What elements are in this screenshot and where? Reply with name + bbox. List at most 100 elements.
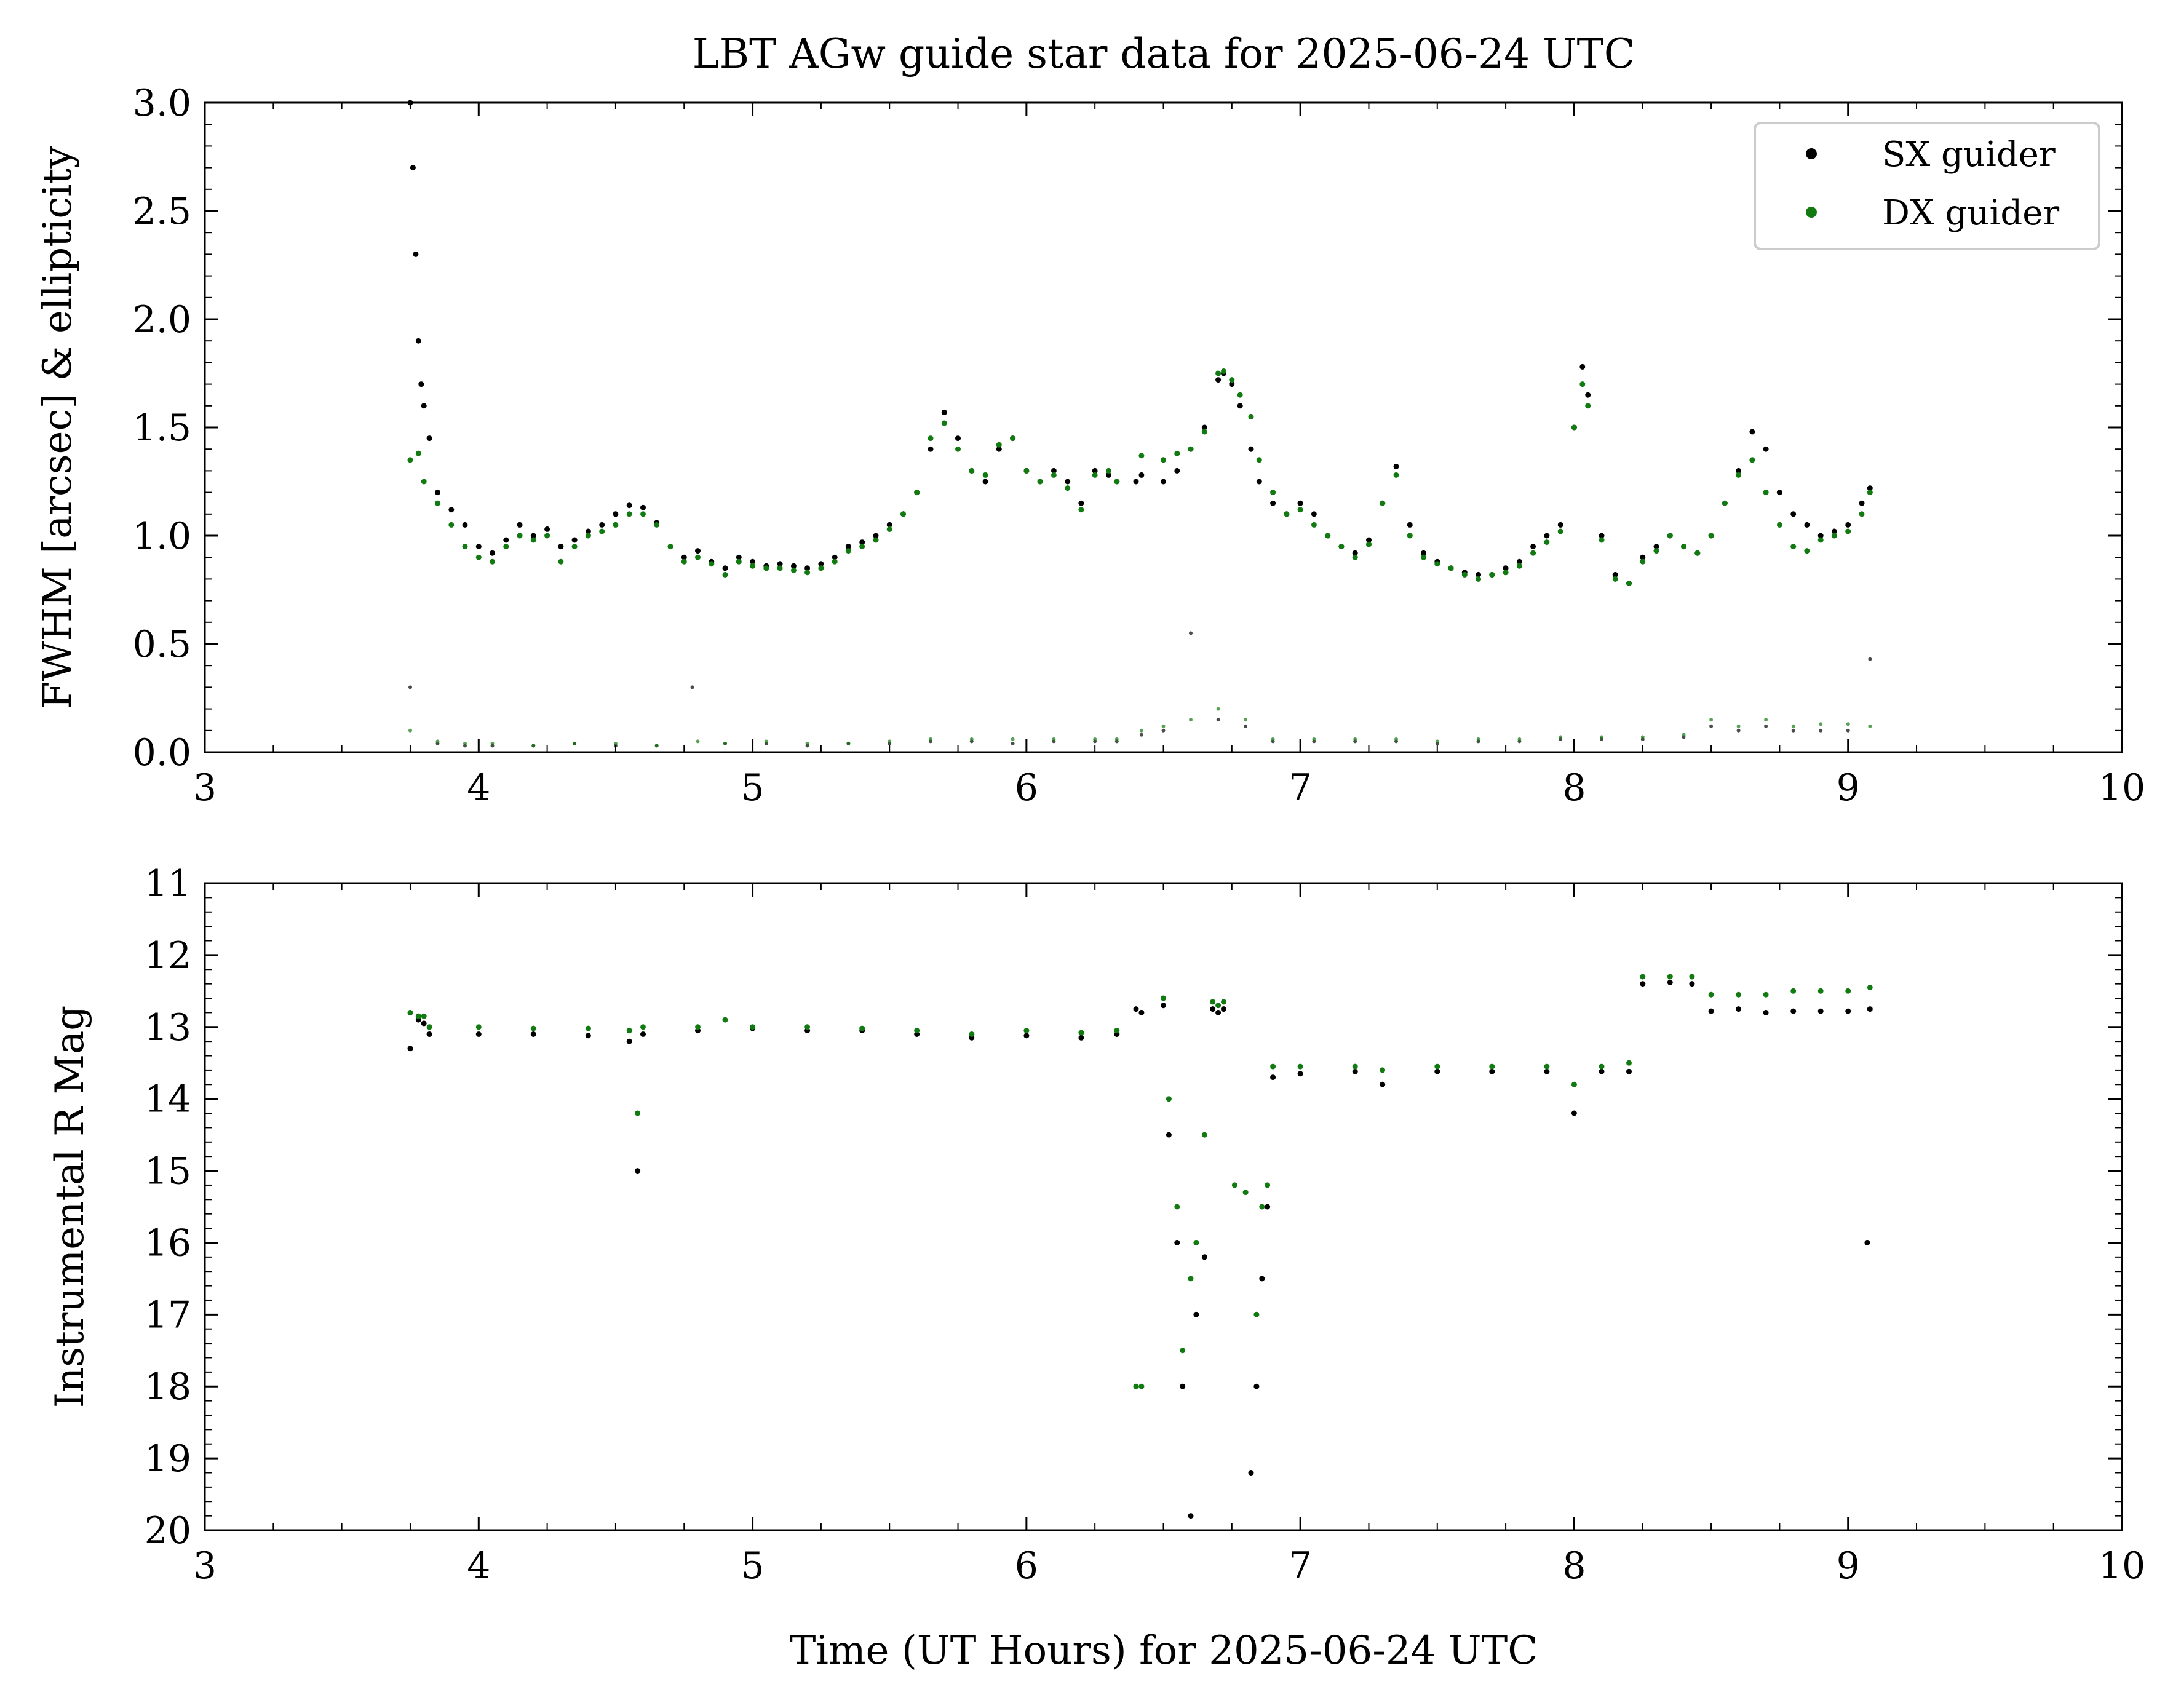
fwhm-dx-FWHM-point (1393, 472, 1399, 478)
mag-dx-point (1161, 995, 1166, 1001)
fwhm-sx-ellipticity-point (1846, 728, 1850, 733)
mag-y-tick-label: 20 (145, 1509, 191, 1552)
fwhm-sx-FWHM-point (1845, 522, 1851, 528)
fwhm-dx-FWHM-point (1105, 467, 1111, 474)
fwhm-sx-FWHM-point (777, 561, 783, 567)
fwhm-dx-FWHM-point (1201, 429, 1207, 435)
mag-dx-point (750, 1024, 756, 1030)
fwhm-dx-ellipticity-point (1011, 737, 1015, 741)
mag-dx-point (1180, 1348, 1186, 1354)
mag-dx-point (1640, 974, 1646, 980)
fwhm-dx-ellipticity-point (1709, 718, 1714, 722)
fwhm-dx-FWHM-point (1270, 490, 1276, 496)
mag-dx-point (914, 1028, 920, 1034)
fwhm-dx-FWHM-point (1612, 576, 1618, 582)
fwhm-sx-FWHM-point (1407, 522, 1413, 528)
fwhm-sx-FWHM-point (585, 528, 591, 534)
fwhm-dx-ellipticity-point (1736, 724, 1741, 728)
fwhm-x-tick-label: 9 (1837, 766, 1860, 809)
fwhm-dx-FWHM-point (955, 446, 961, 452)
fwhm-dx-FWHM-point (1297, 507, 1303, 513)
fwhm-dx-FWHM-point (763, 565, 769, 571)
fwhm-sx-FWHM-point (1138, 472, 1145, 478)
mag-dx-point (1133, 1383, 1139, 1389)
fwhm-sx-FWHM-point (1804, 522, 1810, 528)
fwhm-sx-FWHM-point (1831, 528, 1837, 534)
fwhm-dx-FWHM-point (1530, 550, 1536, 556)
fwhm-sx-FWHM-point (1161, 479, 1166, 485)
fwhm-dx-FWHM-point (1804, 548, 1810, 554)
mag-sx-point (1867, 1006, 1873, 1012)
fwhm-dx-FWHM-point (475, 554, 482, 560)
fwhm-sx-FWHM-point (1653, 544, 1659, 550)
fwhm-sx-FWHM-point (1476, 571, 1482, 578)
mag-x-tick-label: 10 (2099, 1544, 2145, 1587)
fwhm-dx-FWHM-point (1579, 381, 1586, 387)
fwhm-dx-FWHM-point (1585, 403, 1591, 409)
fwhm-sx-FWHM-point (1599, 533, 1605, 539)
fwhm-sx-FWHM-point (558, 544, 564, 550)
fwhm-dx-FWHM-point (1667, 533, 1673, 539)
legend-sx-label: SX guider (1882, 135, 2056, 175)
mag-sx-point (1845, 1008, 1851, 1014)
fwhm-dx-ellipticity-point (1216, 707, 1220, 711)
mag-y-tick-label: 17 (145, 1293, 191, 1337)
fwhm-y-tick-label: 0.5 (133, 623, 191, 666)
fwhm-x-tick-label: 5 (741, 766, 764, 809)
fwhm-dx-FWHM-point (490, 558, 495, 565)
fwhm-dx-FWHM-point (1544, 539, 1550, 546)
mag-dx-point (407, 1009, 413, 1015)
fwhm-dx-FWHM-point (750, 563, 756, 569)
magnitude-axes-frame (204, 882, 2123, 1531)
fwhm-dx-FWHM-point (1722, 500, 1728, 506)
fwhm-dx-FWHM-point (914, 490, 920, 496)
fwhm-sx-ellipticity-point (1161, 728, 1166, 733)
fwhm-dx-FWHM-point (1248, 413, 1254, 419)
mag-dx-point (585, 1025, 591, 1031)
fwhm-dx-FWHM-point (1023, 467, 1030, 474)
fwhm-sx-FWHM-point (722, 565, 728, 571)
fwhm-dx-FWHM-point (1503, 570, 1509, 576)
mag-sx-point (1078, 1035, 1084, 1041)
fwhm-dx-FWHM-point (1776, 522, 1782, 528)
mag-dx-point (421, 1013, 427, 1019)
fwhm-sx-ellipticity-point (1709, 724, 1714, 728)
mag-dx-point (1270, 1063, 1276, 1070)
mag-dx-point (1215, 1003, 1222, 1009)
fwhm-dx-FWHM-point (530, 537, 536, 543)
fwhm-panel: 3 4 5 6 7 8 9 10 0.0 0.5 1.0 1.5 2.0 2.5 3.0 FWHM [arc… (35, 82, 2145, 809)
fwhm-sx-ellipticity-point (1011, 741, 1015, 745)
fwhm-dx-FWHM-point (1763, 490, 1769, 496)
mag-dx-point (1599, 1063, 1605, 1070)
fwhm-dx-FWHM-point (1311, 522, 1317, 528)
fwhm-dx-FWHM-point (1174, 450, 1180, 456)
mag-dx-point (1253, 1311, 1260, 1317)
fwhm-sx-FWHM-point (1201, 424, 1207, 431)
mag-sx-point (1790, 1008, 1797, 1014)
mag-dx-point (1380, 1067, 1386, 1073)
mag-sx-point (1174, 1239, 1180, 1245)
mag-sx-point (1708, 1008, 1714, 1014)
mag-dx-point (1265, 1182, 1271, 1188)
mag-sx-point (1253, 1383, 1260, 1389)
mag-sx-point (585, 1033, 591, 1039)
fwhm-sx-FWHM-point (1174, 467, 1180, 474)
mag-dx-point (1231, 1182, 1237, 1188)
fwhm-dx-ellipticity-point (1139, 728, 1143, 733)
mag-dx-point (859, 1025, 865, 1031)
mag-dx-point (1297, 1063, 1303, 1070)
fwhm-dx-FWHM-point (722, 571, 728, 578)
fwhm-sx-FWHM-point (418, 381, 424, 387)
fwhm-sx-FWHM-point (517, 522, 523, 528)
fwhm-sx-FWHM-point (1612, 571, 1618, 578)
fwhm-sx-FWHM-point (1092, 467, 1098, 474)
mag-dx-point (530, 1025, 536, 1031)
fwhm-sx-ellipticity-point (1736, 728, 1741, 733)
mag-sx-point (1193, 1311, 1199, 1317)
fwhm-sx-FWHM-point (750, 558, 756, 565)
fwhm-sx-FWHM-point (1393, 463, 1399, 469)
mag-dx-point (1078, 1030, 1084, 1036)
fwhm-sx-FWHM-point (736, 554, 742, 560)
fwhm-dx-ellipticity-point (1682, 733, 1686, 737)
fwhm-dx-FWHM-point (777, 565, 783, 571)
